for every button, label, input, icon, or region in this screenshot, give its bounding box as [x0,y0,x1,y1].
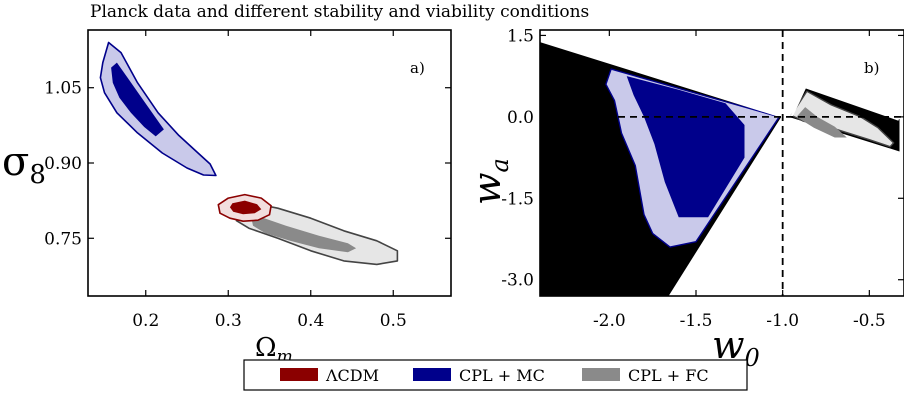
legend-box [243,359,748,391]
panel-a-ylabel: σ8 [2,139,46,190]
panel-b-ytick-label: -1.5 [501,189,534,209]
legend-swatch-cdm [280,368,318,381]
panel-b-xtick-label: -2.0 [593,311,626,331]
legend-swatch-cpl-fc [582,368,620,381]
panel-a-ytick-label: 0.90 [44,154,82,174]
panel-a-ytick-label: 0.75 [44,229,82,249]
legend: ΛCDM CPL + MC CPL + FC [243,359,748,391]
panel-a: 0.2 0.3 0.4 0.50.750.901.05 a) Ωm σ8 [2,29,452,367]
panel-b-xtick-label: -0.5 [853,311,886,331]
legend-label-cpl-mc: CPL + MC [459,366,545,385]
panel-b: -2.0 -1.5 -1.0 -0.5-3.0-1.50.01.5 b) w0 wa [465,26,904,372]
cpl-fc-inner-contour [796,107,847,138]
legend-label-cpl-fc: CPL + FC [628,366,709,385]
panel-a-xtick-label: 0.2 [132,311,159,331]
panel-b-ytick-label: 1.5 [507,26,534,46]
panel-b-label: b) [864,59,879,77]
panel-b-xtick-label: -1.0 [766,311,799,331]
legend-swatch-cpl-mc [413,368,451,381]
figure-title: Planck data and different stability and … [90,2,590,22]
panel-b-ytick-label: 0.0 [507,108,534,128]
cpl-mc-outer-contour [99,41,217,177]
panel-b-frame [539,29,904,297]
panel-b-xtick-label: -1.5 [680,311,713,331]
panel-a-ytick-label: 1.05 [44,79,82,99]
panel-a-xtick-label: 0.4 [297,311,324,331]
panel-b-contours [540,30,904,296]
panel-b-ylabel: wa [465,158,514,205]
panel-b-ticks: -2.0 -1.5 -1.0 -0.5 -3.0 -1.5 0.0 1.5 [501,26,904,331]
panel-a-xtick-label: 0.5 [380,311,407,331]
cdm-inner-contour [229,200,262,215]
panel-a-contours [99,41,399,266]
panel-a-xtick-label: 0.3 [215,311,242,331]
cpl-fc-outer-contour [234,202,399,266]
cpl-mc-inner-contour [111,62,164,137]
panel-b-ytick-label: -3.0 [501,271,534,291]
cpl-mc-inner-contour [626,76,745,218]
panel-a-ticks: 0.2 0.3 0.4 0.5 0.75 0.90 1.05 [44,30,451,331]
viability-boundary [790,85,900,121]
cpl-fc-inner-contour [251,215,357,253]
legend-label-cdm: ΛCDM [325,366,379,385]
panel-a-label: a) [410,59,425,77]
